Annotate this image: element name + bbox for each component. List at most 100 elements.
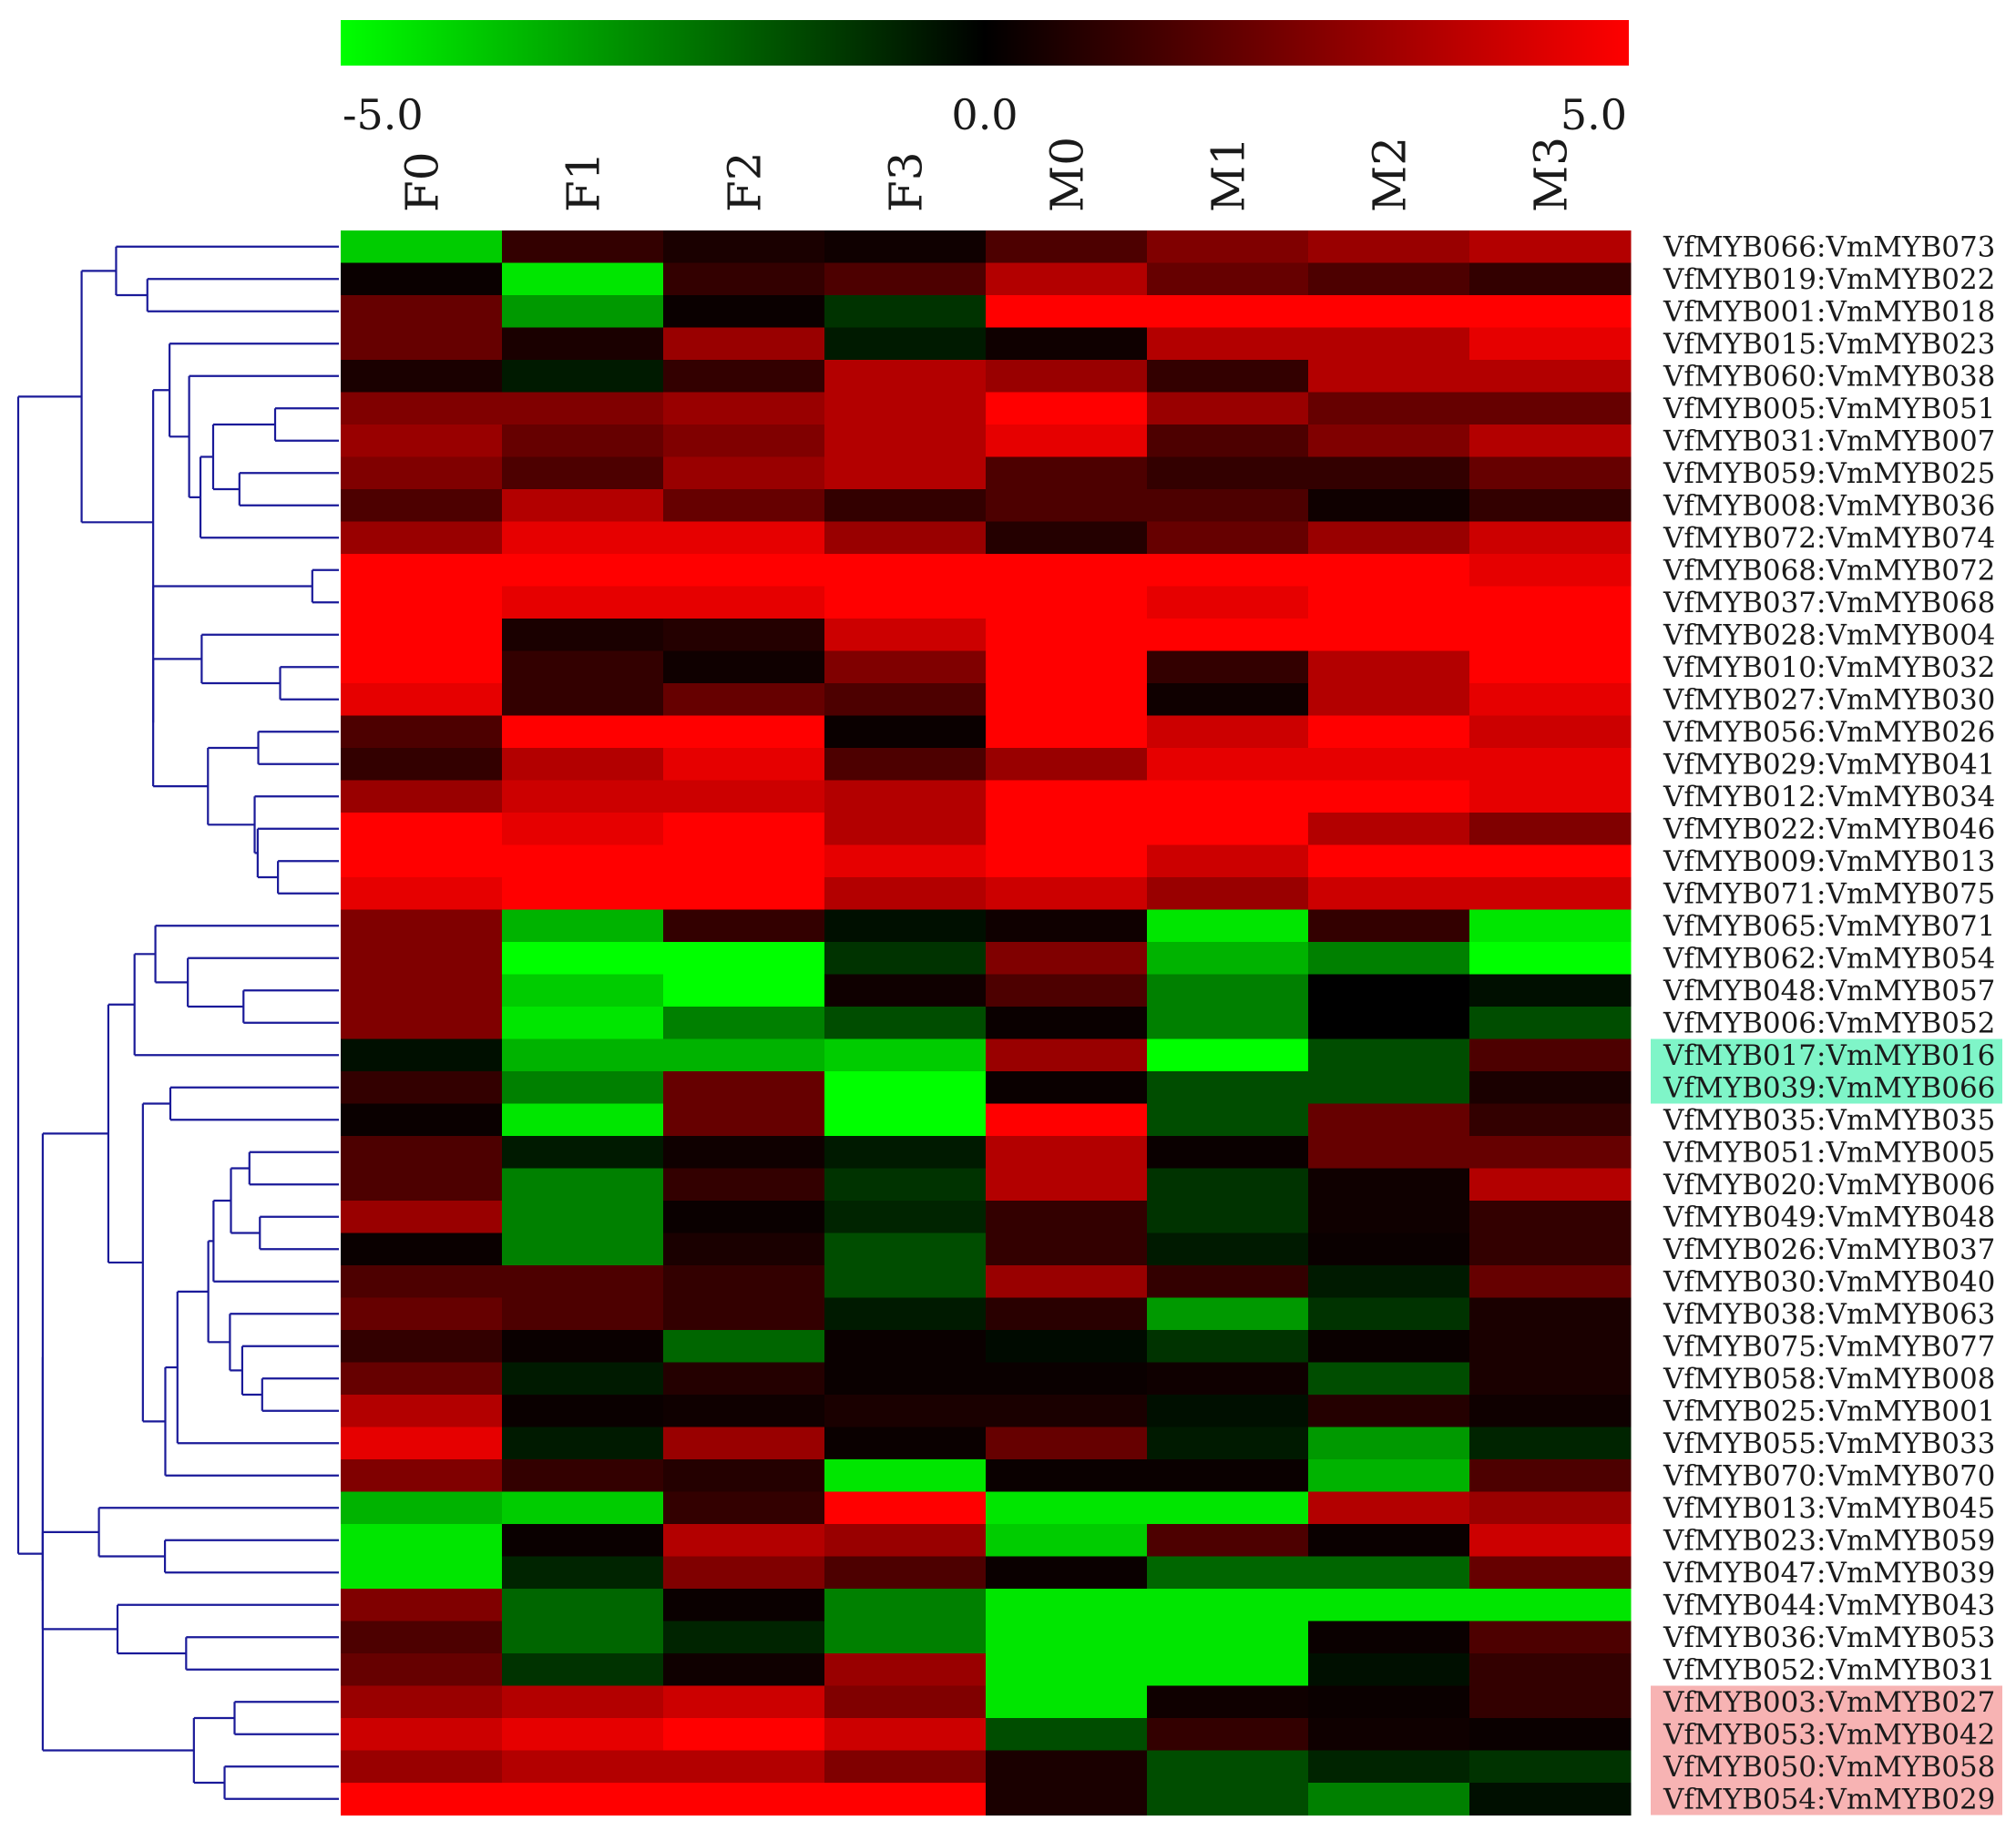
heatmap-cell [663,1201,825,1233]
heatmap-cell [1469,1653,1632,1686]
heatmap-cell [1308,521,1470,555]
heatmap-cell [1308,1007,1470,1039]
heatmap-cell [1147,489,1309,522]
heatmap-cell [341,1395,503,1427]
heatmap-cell [341,1427,503,1460]
heatmap-cell [824,1007,987,1039]
row-label: VfMYB037:VmMYB068 [1663,587,1995,619]
heatmap-cell [663,1136,825,1169]
heatmap-cell [986,1233,1148,1266]
heatmap-cell [663,1071,825,1104]
heatmap-cell [663,1168,825,1202]
heatmap-cell [986,1071,1148,1104]
heatmap-cell [824,1297,987,1331]
heatmap-cell [663,586,825,619]
heatmap-cell [824,586,987,619]
heatmap-cell [663,1427,825,1460]
heatmap-cell [663,1718,825,1751]
heatmap-cell [341,1201,503,1233]
heatmap-cell [1469,844,1632,878]
heatmap-cell [1469,1783,1632,1816]
row-label: VfMYB075:VmMYB077 [1663,1331,1995,1364]
heatmap-cell [502,1071,664,1104]
row-label: VfMYB049:VmMYB048 [1663,1202,1995,1234]
heatmap-cell [1147,392,1309,425]
row-label: VfMYB029:VmMYB041 [1663,749,1995,782]
heatmap-cell [1308,1395,1470,1427]
row-label: VfMYB053:VmMYB042 [1663,1719,1995,1752]
heatmap-cell [502,1589,664,1621]
heatmap-cell [986,683,1148,716]
heatmap-cell [1308,1038,1470,1072]
heatmap-cell [663,1459,825,1492]
heatmap-cell [1147,456,1309,490]
heatmap-cell [341,392,503,425]
row-label: VfMYB027:VmMYB030 [1663,684,1995,717]
heatmap-cell [341,1103,503,1137]
heatmap-cell [502,1362,664,1396]
row-label: VfMYB047:VmMYB039 [1663,1557,1995,1590]
row-label: VfMYB017:VmMYB016 [1663,1039,1995,1072]
scale-min-label: -5.0 [343,90,424,139]
heatmap-cell [341,942,503,975]
row-label: VfMYB010:VmMYB032 [1663,651,1995,684]
heatmap-cell [986,1621,1148,1654]
heatmap-cell [986,1136,1148,1169]
heatmap-cell [986,586,1148,619]
heatmap-cell [1308,1136,1470,1169]
heatmap-cell [1308,813,1470,845]
row-label: VfMYB022:VmMYB046 [1663,813,1995,846]
heatmap-cell [1469,748,1632,781]
heatmap-cell [1147,780,1309,813]
heatmap-cell [1469,1136,1632,1169]
heatmap-cell [1469,1718,1632,1751]
heatmap-cell [663,295,825,328]
row-label: VfMYB052:VmMYB031 [1663,1654,1995,1687]
heatmap-cell [1308,877,1470,910]
heatmap-cell [341,1685,503,1719]
heatmap-cell [663,262,825,296]
heatmap-cell [1308,1718,1470,1751]
heatmap-cell [502,1233,664,1266]
heatmap-cell [663,1783,825,1816]
heatmap-cell [1147,1395,1309,1427]
heatmap-cell [1469,554,1632,587]
heatmap-cell [502,521,664,555]
heatmap-cell [824,909,987,943]
heatmap-cell [986,456,1148,490]
heatmap-cell [1147,683,1309,716]
heatmap-cell [1147,327,1309,361]
heatmap-cell [1469,1427,1632,1460]
heatmap-cell [1308,392,1470,425]
row-label: VfMYB003:VmMYB027 [1663,1686,1995,1719]
heatmap-cell [1469,909,1632,943]
heatmap-cell [1308,844,1470,878]
row-label: VfMYB066:VmMYB073 [1663,231,1995,264]
heatmap-cell [986,1589,1148,1621]
heatmap-cell [1308,1685,1470,1719]
row-highlights [1651,1038,2002,1816]
heatmap-cell [1147,942,1309,975]
heatmap-cell [663,748,825,781]
heatmap-cell [986,1750,1148,1784]
heatmap-cell [824,1362,987,1396]
heatmap-cell [502,1524,664,1557]
heatmap-cell [1308,1750,1470,1784]
heatmap-cell [502,586,664,619]
heatmap-cell [1469,715,1632,749]
heatmap-cell [986,942,1148,975]
heatmap-cell [1469,327,1632,361]
heatmap-cell [502,1103,664,1137]
heatmap-cell [341,1459,503,1492]
heatmap-cell [341,262,503,296]
heatmap-cell [502,1621,664,1654]
heatmap-cell [1308,1783,1470,1816]
heatmap-cell [502,1556,664,1590]
heatmap-cell [1469,1201,1632,1233]
row-label: VfMYB012:VmMYB034 [1663,781,1995,813]
heatmap-cell [1469,1330,1632,1363]
row-label: VfMYB062:VmMYB054 [1663,943,1995,976]
heatmap-cell [663,554,825,587]
heatmap-cell [341,230,503,263]
heatmap-cell [1469,1168,1632,1202]
